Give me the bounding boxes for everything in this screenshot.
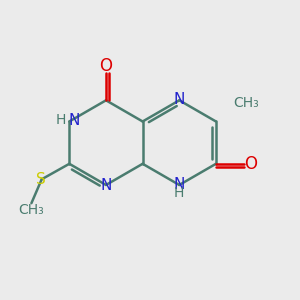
Text: CH₃: CH₃ [233,96,259,110]
Text: N: N [100,178,112,193]
Text: N: N [69,112,80,128]
Text: O: O [244,155,257,173]
Text: CH₃: CH₃ [19,203,44,217]
Text: S: S [37,172,46,187]
Text: N: N [174,178,185,193]
Text: O: O [100,57,112,75]
Text: H: H [174,186,184,200]
Text: H: H [56,113,66,127]
Text: N: N [174,92,185,107]
